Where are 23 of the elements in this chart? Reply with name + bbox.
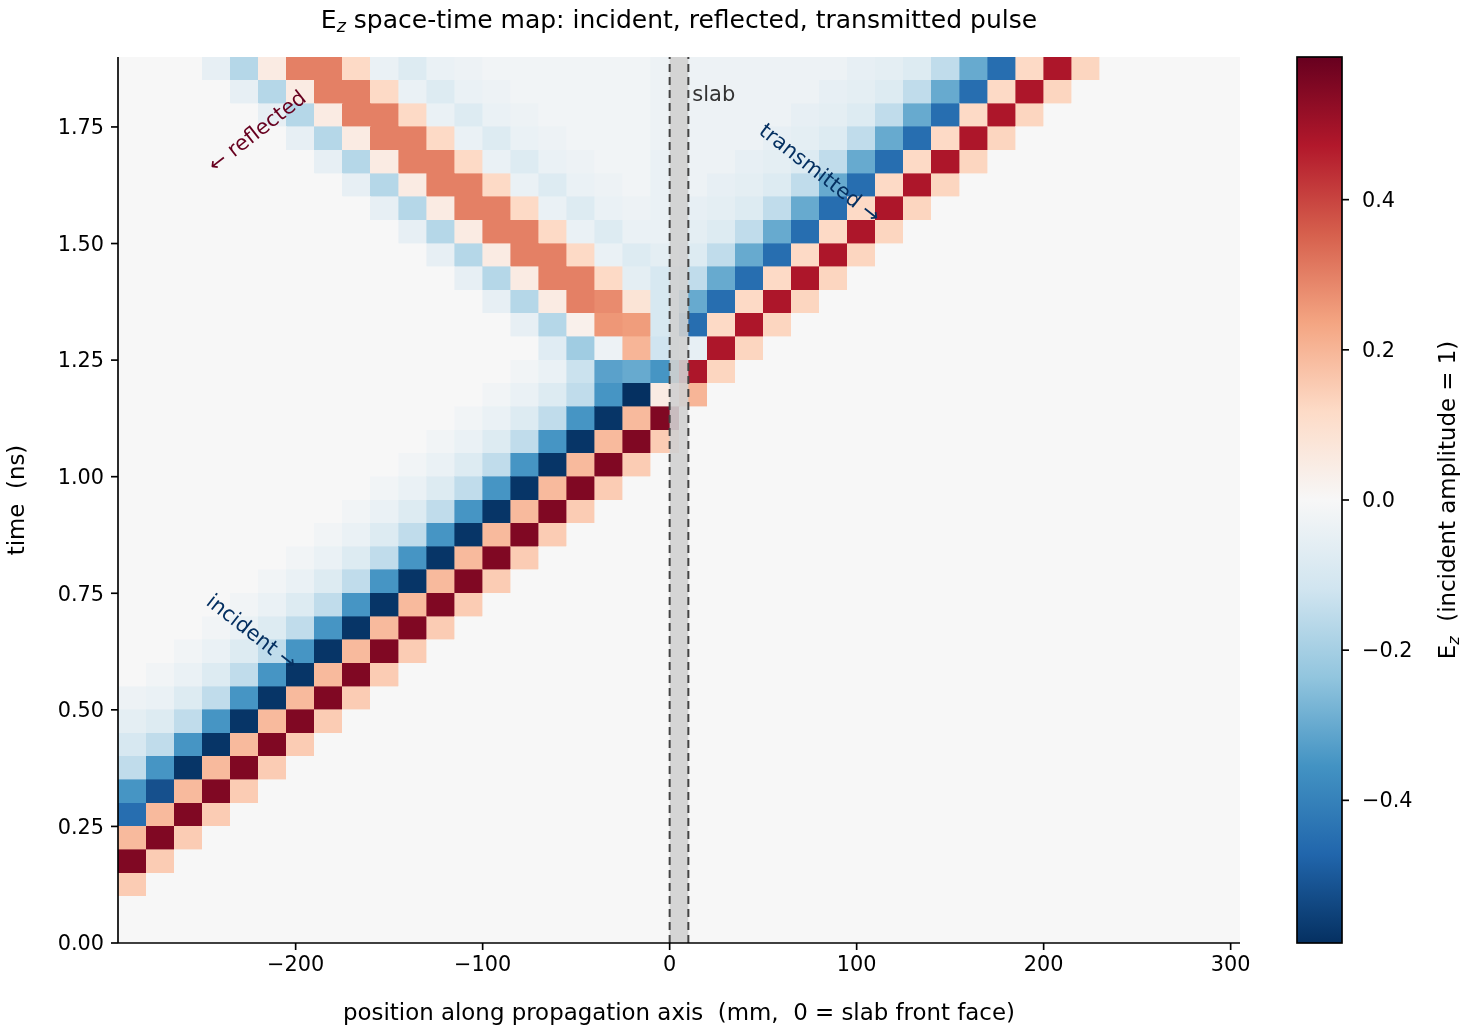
color-bar-label: −0.4 bbox=[1362, 788, 1413, 813]
y-tick-label: 1.25 bbox=[57, 348, 104, 373]
y-tick-label: 1.00 bbox=[57, 465, 104, 490]
x-tick-label: 100 bbox=[836, 951, 877, 976]
x-tick-label: 200 bbox=[1023, 951, 1064, 976]
chart-title: E$_{z}$ space-time map: incident, reflected, transmitted pulse bbox=[320, 4, 1038, 36]
color-bar-label: −0.2 bbox=[1362, 638, 1413, 663]
color-bar-label: 0.4 bbox=[1362, 187, 1396, 212]
x-tick-label: −200 bbox=[267, 951, 325, 976]
y-tick-label: 1.50 bbox=[57, 231, 104, 256]
x-axis-title: position along propagation axis (mm, 0 = slab front face) bbox=[343, 998, 1015, 1026]
band-label: slab bbox=[692, 82, 736, 106]
y-tick-label: 0.00 bbox=[57, 931, 104, 956]
y-tick-label: 0.25 bbox=[57, 814, 104, 839]
x-tick-label: 0 bbox=[663, 951, 677, 976]
y-tick-label: 1.75 bbox=[57, 115, 104, 140]
color-bar-label: 0.0 bbox=[1362, 488, 1396, 512]
color-bar-label: 0.2 bbox=[1362, 337, 1396, 362]
y-tick-label: 0.50 bbox=[57, 698, 104, 723]
y-tick-label: 0.75 bbox=[57, 581, 104, 606]
x-tick-label: −100 bbox=[454, 951, 512, 976]
x-tick-label: 300 bbox=[1210, 951, 1251, 976]
y-axis-title: time (ns) bbox=[2, 444, 30, 556]
